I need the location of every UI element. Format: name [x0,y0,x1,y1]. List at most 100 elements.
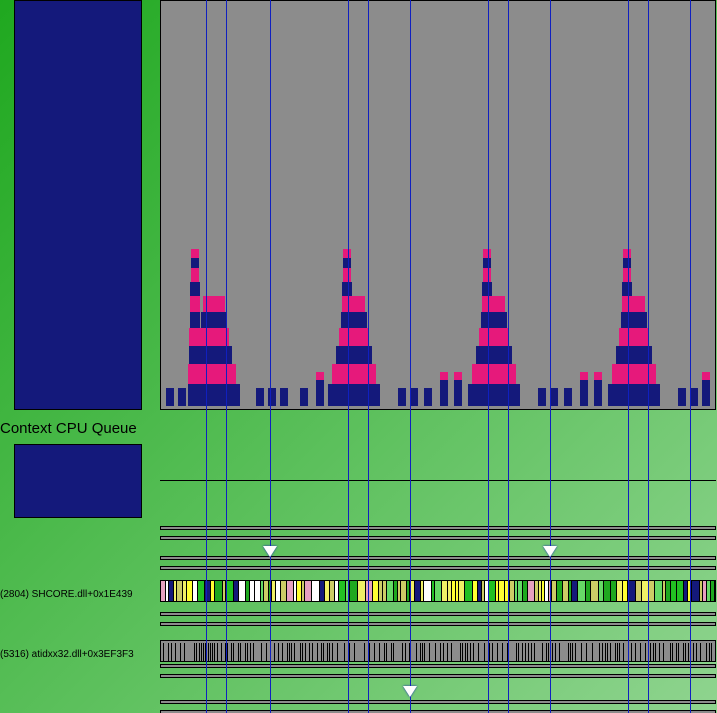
thin-track[interactable] [160,566,716,570]
stack-bar [468,384,520,406]
thin-track[interactable] [160,536,716,540]
thin-track[interactable] [160,556,716,560]
thin-track[interactable] [160,612,716,616]
color-seg [226,581,234,601]
stack-bar [482,312,492,328]
stack-bar [440,380,448,406]
barcode-line [214,643,215,661]
barcode-line [227,643,228,661]
barcode-line [531,643,532,661]
marker-pointer[interactable] [263,546,277,557]
barcode-line [289,643,290,661]
stack-bar [483,249,490,258]
color-seg [628,581,636,601]
barcode-line [546,643,547,661]
stack-bar [538,388,546,406]
thin-track[interactable] [160,622,716,626]
barcode-line [247,643,248,661]
barcode-line [196,643,197,661]
barcode-line [552,643,553,661]
barcode-line [422,643,423,661]
stack-bar [702,372,710,380]
stack-bar [342,282,351,296]
stack-bar [472,364,516,384]
barcode-line [321,643,322,661]
barcode-line [650,643,651,661]
barcode-line [447,643,448,661]
color-seg [339,581,346,601]
stack-bar [410,388,418,406]
barcode-line [435,643,436,661]
barcode-line [261,643,262,661]
barcode-line [685,643,686,661]
barcode-line [631,643,632,661]
thin-track[interactable] [160,700,716,704]
thin-track[interactable] [160,674,716,678]
barcode-line [384,643,385,661]
color-seg [239,581,246,601]
color-seg [465,581,473,601]
barcode-line [184,643,185,661]
color-seg [528,581,535,601]
barcode-line [217,643,218,661]
barcode-line [605,643,606,661]
color-track[interactable] [160,580,716,602]
thin-track[interactable] [160,526,716,530]
color-seg [435,581,442,601]
barcode-line [683,643,684,661]
stack-bar [612,364,656,384]
stack-bar [328,384,380,406]
color-seg [305,581,312,601]
barcode-line [294,643,295,661]
barcode-line [655,643,656,661]
barcode-line [610,643,611,661]
stack-bar [424,388,432,406]
barcode-line [575,643,576,661]
barcode-line [586,643,587,661]
stack-bar [620,364,633,384]
barcode-line [416,643,417,661]
barcode-line [253,643,254,661]
barcode-line [231,643,232,661]
stack-bar [622,312,632,328]
barcode-line [693,643,694,661]
barcode-line [282,643,283,661]
marker-pointer[interactable] [403,686,417,697]
barcode-line [623,643,624,661]
stack-bar [196,346,233,364]
barcode-line [507,643,508,661]
stack-bar [188,384,240,406]
barcode-line [659,643,660,661]
stack-bar [480,384,494,406]
color-seg [215,581,223,601]
barcode-line [525,643,526,661]
barcode-line [602,643,603,661]
stack-bar [454,372,462,380]
thin-track[interactable] [160,664,716,668]
stack-bar [341,328,352,346]
barcode-line [492,643,493,661]
stack-bar [622,296,632,312]
barcode-line [163,643,164,661]
barcode-line [688,643,689,661]
barcode-line [212,643,213,661]
barcode-line [274,643,275,661]
stack-bar [191,268,199,282]
label-row2: (5316) atidxx32.dll+0x3EF3F3 [0,649,134,660]
stack-bar [343,249,350,258]
barcode-line [374,643,375,661]
stack-bar [580,380,588,406]
stack-bar [341,346,353,364]
barcode-line [443,643,444,661]
barcode-line [709,643,710,661]
stack-bar [280,388,288,406]
stack-bar [690,388,698,406]
color-seg [692,581,700,601]
barcode-track[interactable] [160,640,716,662]
stack-bar [190,296,200,312]
barcode-line [424,643,425,661]
barcode-line [240,643,241,661]
barcode-line [225,643,226,661]
barcode-line [171,643,172,661]
marker-pointer[interactable] [543,546,557,557]
